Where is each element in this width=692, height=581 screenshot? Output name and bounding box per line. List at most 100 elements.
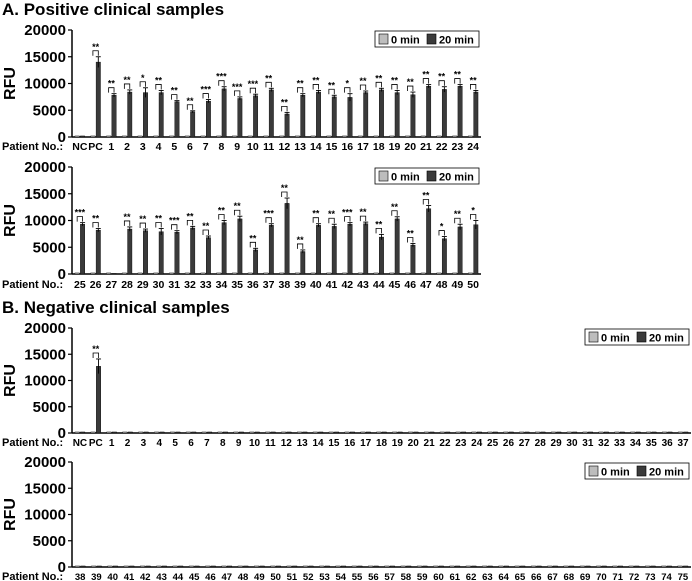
bar-20min bbox=[601, 565, 607, 568]
bar-0min bbox=[614, 431, 620, 434]
x-tick-label: 10 bbox=[249, 438, 261, 449]
bar-20min bbox=[667, 431, 673, 434]
y-axis-label: RFU bbox=[2, 204, 19, 237]
bar-0min bbox=[286, 565, 292, 568]
y-tick-label: 15000 bbox=[24, 49, 66, 66]
significance-bracket bbox=[470, 84, 477, 90]
y-tick-label: 0 bbox=[58, 559, 66, 576]
significance-label: ** bbox=[312, 209, 320, 219]
bar-20min bbox=[145, 565, 151, 568]
bar-20min bbox=[207, 431, 213, 434]
bar-20min bbox=[111, 95, 117, 138]
bar-0min bbox=[153, 135, 159, 138]
x-tick-label: 33 bbox=[614, 438, 626, 449]
x-tick-label: 32 bbox=[184, 279, 196, 291]
bar-20min bbox=[426, 85, 432, 138]
bar-0min bbox=[389, 135, 395, 138]
x-tick-label: 70 bbox=[596, 572, 607, 581]
x-tick-label: 54 bbox=[335, 572, 346, 581]
bar-20min bbox=[536, 565, 542, 568]
significance-label: ** bbox=[124, 212, 132, 222]
bar-0min bbox=[90, 431, 96, 434]
significance-label: ** bbox=[312, 75, 320, 85]
bar-20min bbox=[524, 431, 530, 434]
x-axis-label: Patient No.: bbox=[2, 571, 63, 581]
x-tick-label: 11 bbox=[265, 438, 276, 449]
bar-0min bbox=[263, 272, 269, 275]
significance-bracket bbox=[391, 210, 398, 216]
significance-label: ** bbox=[438, 72, 446, 82]
bar-20min bbox=[308, 565, 314, 568]
bar-20min bbox=[158, 92, 164, 138]
bar-0min bbox=[344, 431, 350, 434]
bar-0min bbox=[420, 272, 426, 275]
bar-20min bbox=[552, 565, 558, 568]
x-tick-label: 41 bbox=[124, 572, 135, 581]
x-tick-label: 21 bbox=[420, 141, 432, 153]
bar-0min bbox=[91, 565, 97, 568]
bar-20min bbox=[334, 431, 340, 434]
significance-bracket bbox=[470, 214, 477, 220]
bar-20min bbox=[604, 431, 609, 434]
significance-label: ** bbox=[186, 211, 194, 221]
significance-bracket bbox=[265, 81, 272, 88]
bar-0min bbox=[408, 431, 413, 434]
x-tick-label: 19 bbox=[392, 438, 404, 449]
bar-20min bbox=[95, 61, 101, 138]
bar-20min bbox=[127, 91, 133, 138]
bar-0min bbox=[420, 135, 426, 138]
x-tick-label: 22 bbox=[439, 438, 451, 449]
significance-bracket bbox=[375, 81, 382, 88]
bar-0min bbox=[294, 135, 300, 138]
bar-20min bbox=[324, 565, 330, 568]
x-tick-label: 3 bbox=[140, 141, 146, 153]
significance-bracket bbox=[454, 78, 461, 84]
bar-20min bbox=[588, 431, 593, 434]
significance-bracket bbox=[296, 243, 304, 249]
bar-0min bbox=[90, 272, 96, 275]
bar-20min bbox=[381, 431, 387, 434]
x-tick-label: PC bbox=[88, 141, 103, 153]
bar-20min bbox=[210, 565, 216, 568]
x-tick-label: 50 bbox=[467, 279, 479, 291]
x-axis-label: Patient No.: bbox=[2, 279, 63, 291]
significance-bracket bbox=[123, 83, 131, 89]
bar-0min bbox=[400, 565, 406, 568]
bar-20min bbox=[178, 565, 184, 568]
x-tick-label: 35 bbox=[646, 438, 658, 449]
bar-20min bbox=[635, 431, 641, 434]
x-tick-label: 32 bbox=[598, 438, 610, 449]
bar-0min bbox=[312, 431, 318, 434]
legend-swatch-0min bbox=[588, 465, 599, 477]
significance-label: ** bbox=[171, 86, 179, 96]
bar-0min bbox=[373, 272, 379, 275]
bar-0min bbox=[326, 272, 332, 275]
x-tick-label: 36 bbox=[662, 438, 674, 449]
x-tick-label: 61 bbox=[450, 572, 461, 581]
x-tick-label: 37 bbox=[678, 438, 690, 449]
bar-0min bbox=[547, 565, 553, 568]
bar-0min bbox=[205, 565, 211, 568]
x-tick-label: 38 bbox=[279, 279, 291, 291]
x-tick-label: 22 bbox=[436, 141, 448, 153]
significance-label: ** bbox=[407, 77, 415, 87]
bar-20min bbox=[441, 238, 447, 275]
bar-20min bbox=[268, 225, 274, 275]
significance-label: ** bbox=[234, 201, 242, 211]
bar-0min bbox=[249, 431, 255, 434]
bar-0min bbox=[416, 565, 422, 568]
x-tick-label: 20 bbox=[408, 438, 420, 449]
section-a-title: A. Positive clinical samples bbox=[2, 0, 225, 19]
bar-20min bbox=[227, 565, 233, 568]
y-tick-label: 0 bbox=[58, 129, 66, 146]
bar-0min bbox=[405, 135, 410, 138]
bar-0min bbox=[498, 565, 504, 568]
significance-bracket bbox=[218, 214, 225, 220]
x-tick-label: 13 bbox=[294, 141, 306, 153]
bar-0min bbox=[137, 272, 143, 275]
y-tick-label: 10000 bbox=[24, 373, 66, 390]
bar-0min bbox=[662, 431, 667, 434]
bar-0min bbox=[630, 431, 636, 434]
x-tick-label: 31 bbox=[168, 279, 180, 291]
significance-label: ** bbox=[360, 207, 368, 217]
